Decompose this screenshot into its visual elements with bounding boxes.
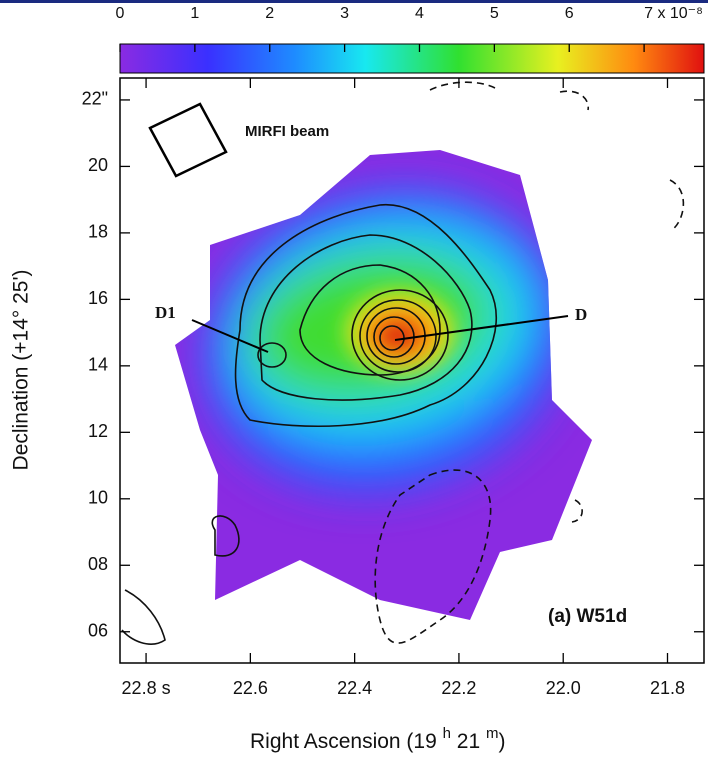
x-tick-label: 22.2 (441, 678, 476, 698)
x-axis-label-part: m (486, 725, 499, 742)
top-border (0, 0, 708, 3)
x-axis-label-part: 21 (451, 730, 486, 753)
colorbar-tick-label: 4 (415, 5, 424, 22)
beam (148, 102, 228, 178)
x-tick-label: 22.6 (233, 678, 268, 698)
y-tick-label: 18 (88, 222, 108, 242)
intensity-map (175, 150, 592, 620)
source-label: D (575, 305, 587, 324)
y-tick-label: 10 (88, 488, 108, 508)
y-axis-label: Declination (+14° 25') (10, 270, 33, 471)
y-tick-label: 16 (88, 288, 108, 308)
y-tick-label: 06 (88, 621, 108, 641)
x-tick-label: 22.4 (337, 678, 372, 698)
colorbar-tick-label: 6 (565, 5, 574, 22)
y-tick-label: 14 (88, 355, 108, 375)
x-axis-label: Right Ascension (19 h 21 m) (250, 725, 505, 753)
colorbar-tick-label: 0 (116, 5, 125, 22)
panel-label: (a) W51d (548, 606, 627, 627)
x-tick-label: 22.8 s (122, 678, 171, 698)
y-tick-label: 22" (82, 89, 108, 109)
colorbar-tick-label: 7 x 10⁻⁸ (644, 5, 703, 22)
x-axis-label-part: ) (498, 730, 505, 753)
colorbar-tick-label: 3 (340, 5, 349, 22)
source-label: D1 (155, 303, 176, 322)
colorbar-tick-label: 1 (190, 5, 199, 22)
x-tick-label: 22.0 (546, 678, 581, 698)
x-axis-label-part: Right Ascension (19 (250, 730, 443, 753)
pointer (191, 319, 269, 353)
contours (121, 81, 685, 645)
x-tick-label: 21.8 (650, 678, 685, 698)
colorbar-tick-label: 5 (490, 5, 499, 22)
y-tick-label: 12 (88, 421, 108, 441)
y-tick-label: 20 (88, 155, 108, 175)
colorbar-tick-label: 2 (265, 5, 274, 22)
y-tick-label: 08 (88, 554, 108, 574)
pointer (394, 315, 569, 341)
colorbar (119, 43, 705, 74)
x-axis-label-part: h (443, 725, 451, 742)
beam-label: MIRFI beam (245, 123, 329, 140)
